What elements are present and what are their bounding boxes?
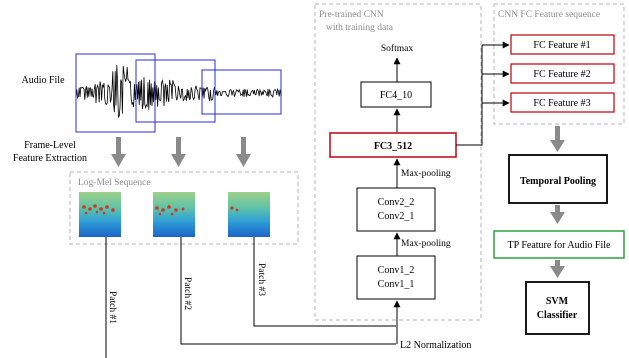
log-mel-title: Log-Mel Sequence: [78, 178, 151, 188]
cnn-title-line2: with training data: [326, 23, 394, 33]
softmax-label: Softmax: [381, 43, 413, 54]
fc-feature-1: [510, 34, 615, 55]
log-mel-patch-2: [153, 192, 195, 237]
audio-waveform: [75, 65, 282, 119]
fc4-label: FC4_10: [380, 90, 412, 101]
conv2-1-label: Conv2_1: [378, 211, 415, 222]
conv1-block: [356, 255, 436, 300]
fc-feature-3-label: FC Feature #3: [533, 98, 590, 109]
right-column-arrows: [550, 126, 565, 278]
conv2-block: [356, 187, 436, 232]
temporal-pooling-block: [508, 154, 608, 204]
patch-label-3: Patch #3: [256, 263, 266, 296]
temporal-pooling-label: Temporal Pooling: [520, 176, 596, 187]
fc-feature-3: [510, 92, 615, 113]
fc3-label: FC3_512: [374, 141, 412, 152]
window-frame-2: [135, 59, 216, 123]
audio-file-label: Audio File: [21, 75, 65, 86]
tp-feature-label: TP Feature for Audio File: [508, 240, 612, 251]
extraction-label-line2: Feature Extraction: [13, 153, 87, 164]
conv1-2-label: Conv1_2: [378, 265, 415, 276]
cnn-title-line1: Pre-trained CNN: [319, 10, 384, 20]
extraction-label-line1: Frame-Level: [24, 140, 76, 151]
fc-feature-2-label: FC Feature #2: [533, 69, 590, 80]
patch-label-1: Patch #1: [107, 291, 117, 324]
svm-classifier-block: [525, 281, 590, 335]
fc-sequence-title: CNN FC Feature sequence: [498, 10, 600, 20]
conv1-1-label: Conv1_1: [378, 279, 415, 290]
waveform-trace: [75, 65, 282, 119]
l2-normalization-label: L2 Normalization: [400, 340, 471, 351]
fc-feature-1-label: FC Feature #1: [533, 40, 590, 51]
patch-connectors: [105, 237, 396, 358]
fc-feature-2: [510, 63, 615, 84]
fc3-branch-lines: [456, 41, 510, 146]
conv2-2-label: Conv2_2: [378, 197, 415, 208]
tp-feature-box: [493, 230, 625, 259]
fc3-layer: [329, 132, 457, 158]
fc-sequence-box: [493, 3, 625, 125]
log-mel-patch-1: [79, 192, 121, 237]
window-frame-3: [201, 69, 282, 115]
extraction-arrows: [111, 137, 251, 167]
log-mel-sequence-box: [69, 171, 299, 245]
window-frame-1: [75, 53, 156, 133]
pretrained-cnn-box: [314, 3, 482, 321]
log-mel-patch-3: [228, 192, 270, 237]
maxpool-upper-label: Max-pooling: [401, 169, 451, 179]
svm-label-line2: Classifier: [537, 310, 578, 321]
fc4-layer: [360, 81, 432, 108]
svm-label-line1: SVM: [546, 296, 569, 307]
maxpool-lower-label: Max-pooling: [401, 239, 451, 249]
patch-label-2: Patch #2: [182, 277, 192, 310]
